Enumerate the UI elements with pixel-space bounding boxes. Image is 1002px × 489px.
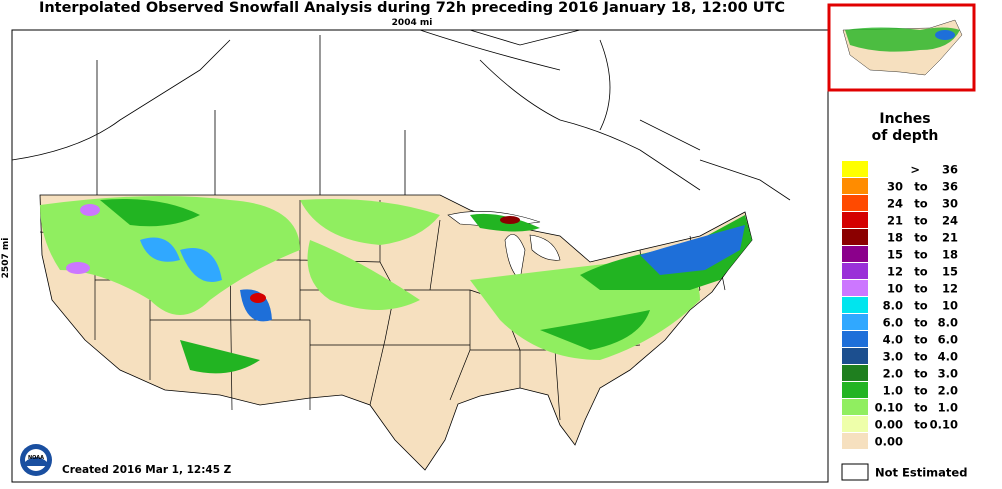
legend-high: 30 xyxy=(942,197,958,211)
legend-low: 2.0 xyxy=(883,367,903,381)
legend-swatch xyxy=(842,348,868,364)
legend-low: 6.0 xyxy=(883,316,903,330)
legend-low: 21 xyxy=(887,214,903,228)
legend-low: 0.00 xyxy=(875,418,903,432)
legend-swatch xyxy=(842,382,868,398)
legend-low: 3.0 xyxy=(883,350,903,364)
noaa-logo: NOAA xyxy=(20,444,52,476)
legend-swatch xyxy=(842,178,868,194)
legend-high: 24 xyxy=(942,214,958,228)
legend-swatch xyxy=(842,246,868,262)
snow-areas xyxy=(40,196,752,374)
legend-low: 18 xyxy=(887,231,903,245)
legend-high: 36 xyxy=(942,180,958,194)
legend-high: 36 xyxy=(942,163,958,177)
legend-sep: to xyxy=(914,401,927,415)
legend-swatch xyxy=(842,212,868,228)
height-label-left: 2507 mi xyxy=(1,238,11,279)
legend-high: 15 xyxy=(942,265,958,279)
legend-swatch xyxy=(842,263,868,279)
legend-low: 15 xyxy=(887,248,903,262)
legend-high: 10 xyxy=(942,299,958,313)
legend-swatch xyxy=(842,229,868,245)
legend-sep: to xyxy=(914,299,927,313)
legend-swatch xyxy=(842,314,868,330)
legend-high: 1.0 xyxy=(938,401,958,415)
legend-high: 18 xyxy=(942,248,958,262)
legend-sep: to xyxy=(914,316,927,330)
legend-sep: to xyxy=(914,231,927,245)
legend-sep: to xyxy=(914,265,927,279)
width-label: 2004 mi xyxy=(392,18,433,28)
legend-sep: to xyxy=(914,367,927,381)
legend-high: 3.0 xyxy=(938,367,958,381)
legend-low: 24 xyxy=(887,197,903,211)
legend-high: 2.0 xyxy=(938,384,958,398)
legend-low: 4.0 xyxy=(883,333,903,347)
legend-sep: to xyxy=(914,282,927,296)
legend-sep: to xyxy=(914,214,927,228)
legend-high: 21 xyxy=(942,231,958,245)
legend-low: 30 xyxy=(887,180,903,194)
inset-map xyxy=(827,3,976,92)
legend-high: 4.0 xyxy=(938,350,958,364)
legend-sep: to xyxy=(914,248,927,262)
legend-swatch xyxy=(842,280,868,296)
legend: Inches of depth Not Estimated >36 30 to 36 2… xyxy=(841,111,967,481)
legend-sep: to xyxy=(914,350,927,364)
title: Interpolated Observed Snowfall Analysis … xyxy=(39,0,785,16)
legend-low: > xyxy=(910,163,920,177)
legend-swatch xyxy=(842,297,868,313)
legend-low: 10 xyxy=(887,282,903,296)
logo-text: NOAA xyxy=(28,455,44,461)
legend-swatch xyxy=(842,416,868,432)
legend-sep: to xyxy=(914,180,927,194)
legend-title: of depth xyxy=(872,128,939,144)
created-label: Created 2016 Mar 1, 12:45 Z xyxy=(62,464,232,476)
legend-low: 0.10 xyxy=(875,401,903,415)
legend-swatch xyxy=(841,463,869,481)
legend-sep: to xyxy=(914,333,927,347)
legend-low: 1.0 xyxy=(883,384,903,398)
legend-title: Inches xyxy=(879,111,930,127)
legend-low: 12 xyxy=(887,265,903,279)
legend-swatch xyxy=(842,399,868,415)
legend-swatch xyxy=(842,433,868,449)
legend-high: 12 xyxy=(942,282,958,296)
legend-swatch xyxy=(842,195,868,211)
legend-sep: to xyxy=(914,384,927,398)
legend-low: 8.0 xyxy=(883,299,903,313)
legend-label: Not Estimated xyxy=(875,466,967,480)
legend-high: 6.0 xyxy=(938,333,958,347)
legend-swatch xyxy=(842,161,868,177)
legend-high: 8.0 xyxy=(938,316,958,330)
legend-sep: to xyxy=(914,418,927,432)
legend-sep: to xyxy=(914,197,927,211)
map: NOAA Created 2016 Mar 1, 12:45 Z xyxy=(11,29,829,483)
legend-swatch xyxy=(842,365,868,381)
legend-low: 0.00 xyxy=(875,435,903,449)
legend-swatch xyxy=(842,331,868,347)
legend-high: 0.10 xyxy=(930,418,958,432)
